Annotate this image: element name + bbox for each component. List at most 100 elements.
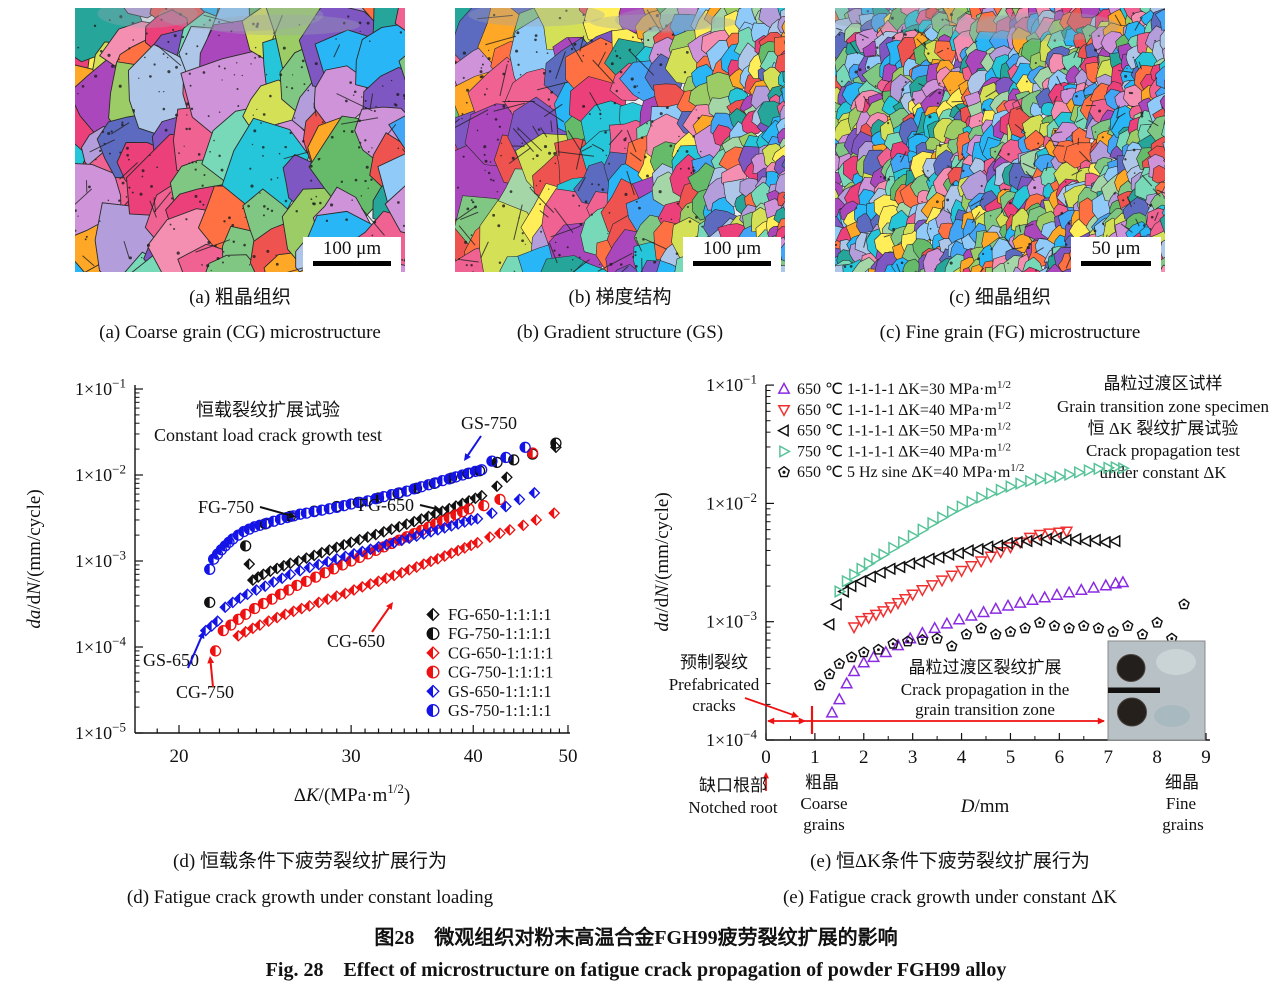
caption-d-en: (d) Fatigue crack growth under constant … (126, 887, 494, 908)
svg-text:1×10−4: 1×10−4 (706, 726, 757, 750)
caption-e-zh: (e) 恒ΔK条件下疲劳裂纹扩展行为 (810, 851, 1090, 872)
chart-d: 20 30 40 50 1×10−1 1×10−2 1×10−3 1×10−4 1×10−5 ΔK… (24, 375, 577, 806)
chart-d-xlabel: ΔK/(MPa·m1/2) (294, 781, 410, 806)
caption-d-zh: (d) 恒载条件下疲劳裂纹扩展行为 (173, 851, 447, 872)
scalebar-a: 100 μm (303, 237, 401, 272)
svg-text:CG-650-1:1:1:1: CG-650-1:1:1:1 (448, 643, 553, 662)
svg-text:5: 5 (1006, 747, 1016, 768)
chart-e: 0 1 2 3 4 5 6 7 8 9 1×10−1 1×10−2 1×10−3 1×10−4 D/mm da… (652, 372, 1269, 835)
svg-text:2: 2 (859, 747, 869, 768)
svg-text:1×10−1: 1×10−1 (75, 375, 126, 399)
scalebar-c-bar (1081, 261, 1151, 266)
svg-text:1×10−4: 1×10−4 (75, 633, 126, 657)
coarse-note-en2: grains (803, 815, 845, 834)
svg-text:40: 40 (464, 746, 483, 767)
chart-d-x-axis: 20 30 40 50 (156, 725, 577, 767)
chart-d-title-en: Constant load crack growth test (154, 425, 382, 445)
svg-text:da/dN/(mm/cycle): da/dN/(mm/cycle) (24, 489, 45, 628)
chart-e-title-line: 晶粒过渡区试样 (1104, 374, 1223, 393)
svg-text:GS-750-1:1:1:1: GS-750-1:1:1:1 (448, 701, 552, 720)
caption-e-en: (e) Fatigue crack growth under constant … (782, 887, 1118, 908)
coarse-note-zh: 粗晶 (805, 773, 839, 792)
chart-e-title-line: Crack propagation test (1086, 441, 1240, 460)
svg-text:1×10−1: 1×10−1 (706, 372, 757, 396)
figure-title-zh: 图28 微观组织对粉末高温合金FGH99疲劳裂纹扩展的影响 (374, 927, 898, 949)
micrograph-panel-a: 100 μm (75, 8, 405, 272)
caption-a-en: (a) Coarse grain (CG) microstructure (99, 322, 381, 343)
caption-b-zh: (b) 梯度结构 (568, 287, 672, 308)
series-CG-650-1111 (232, 507, 561, 642)
series-GS-650-1111 (199, 486, 541, 637)
caption-c-en: (c) Fine grain (FG) microstructure (879, 322, 1141, 343)
annotation-FG-750: FG-750 (198, 497, 254, 517)
specimen-photo-inset (1107, 640, 1206, 741)
fine-note-zh: 细晶 (1165, 773, 1199, 792)
svg-text:CG-750-1:1:1:1: CG-750-1:1:1:1 (448, 663, 553, 682)
precrack-note-en1: Prefabricated (669, 675, 760, 694)
caption-c-zh: (c) 细晶组织 (949, 287, 1051, 308)
annotation-CG-750: CG-750 (176, 682, 234, 702)
chart-e-title-line: under constant ΔK (1099, 463, 1227, 482)
svg-text:20: 20 (170, 746, 189, 767)
precrack-note-zh: 预制裂纹 (680, 653, 748, 672)
origin-note-en: Notched root (688, 798, 778, 817)
annotation-FG-650: FG-650 (358, 495, 414, 515)
annotation-GS-750: GS-750 (461, 413, 517, 433)
svg-text:8: 8 (1152, 747, 1162, 768)
svg-text:650 ℃ 1-1-1-1 ΔK=50 MPa·m1/2: 650 ℃ 1-1-1-1 ΔK=50 MPa·m1/2 (797, 421, 1011, 440)
annotation-CG-650: CG-650 (327, 631, 385, 651)
series-750C1-1-1-1dK40 (834, 460, 1130, 598)
series-650C1-1-1-1dK50 (822, 531, 1121, 631)
series-650C1-1-1-1dK40 (847, 526, 1074, 635)
scalebar-c-label: 50 μm (1091, 238, 1141, 259)
origin-note-zh: 缺口根部 (699, 776, 767, 795)
micrograph-panel-c: 50 μm (835, 8, 1165, 272)
figure-title-en: Fig. 28 Effect of microstructure on fati… (265, 959, 1007, 981)
svg-text:1×10−2: 1×10−2 (75, 461, 126, 485)
svg-text:750 ℃ 1-1-1-1 ΔK=40 MPa·m1/2: 750 ℃ 1-1-1-1 ΔK=40 MPa·m1/2 (797, 441, 1011, 460)
chart-d-y-axis: 1×10−1 1×10−2 1×10−3 1×10−4 1×10−5 (75, 375, 143, 743)
scalebar-b: 100 μm (683, 237, 781, 272)
svg-text:9: 9 (1201, 747, 1211, 768)
fine-note-en2: grains (1162, 815, 1204, 834)
svg-text:650 ℃ 1-1-1-1 ΔK=40 MPa·m1/2: 650 ℃ 1-1-1-1 ΔK=40 MPa·m1/2 (797, 400, 1011, 419)
svg-text:GS-650-1:1:1:1: GS-650-1:1:1:1 (448, 682, 552, 701)
chart-e-title-line: Grain transition zone specimen (1057, 397, 1269, 416)
fine-note-en1: Fine (1166, 794, 1196, 813)
chart-e-title-line: 恒 ΔK 裂纹扩展试验 (1088, 419, 1239, 438)
svg-text:1×10−3: 1×10−3 (706, 608, 757, 632)
caption-a-zh: (a) 粗晶组织 (189, 287, 291, 308)
ebsd-map-coarse-grain (75, 8, 405, 272)
svg-text:50: 50 (558, 746, 577, 767)
svg-text:1×10−5: 1×10−5 (75, 719, 126, 743)
svg-text:7: 7 (1103, 747, 1113, 768)
svg-text:0: 0 (761, 747, 771, 768)
series-FG-650-1111 (243, 441, 562, 586)
svg-text:650 ℃ 5 Hz sine ΔK=40 MPa·m1/2: 650 ℃ 5 Hz sine ΔK=40 MPa·m1/2 (797, 462, 1024, 481)
svg-text:4: 4 (957, 747, 967, 768)
scalebar-a-bar (313, 261, 391, 266)
chart-d-axes (134, 385, 570, 734)
svg-text:1×10−3: 1×10−3 (75, 547, 126, 571)
chart-d-legend: FG-650-1:1:1:1FG-750-1:1:1:1CG-650-1:1:1… (426, 605, 553, 720)
micrograph-panel-b: 100 μm (455, 8, 785, 272)
chart-e-x-axis: 0 1 2 3 4 5 6 7 8 9 (761, 733, 1211, 768)
caption-b-en: (b) Gradient structure (GS) (516, 322, 724, 343)
chart-e-legend: 650 ℃ 1-1-1-1 ΔK=30 MPa·m1/2 650 ℃ 1-1-1-… (776, 379, 1024, 481)
series-650C5HzsinedK40 (813, 598, 1190, 691)
chart-e-xlabel: D/mm (960, 796, 1010, 817)
precrack-note-en2: cracks (692, 696, 735, 715)
zone-note-en1: Crack propagation in the (901, 680, 1070, 699)
annotation-GS-650: GS-650 (143, 650, 199, 670)
zone-note-en2: grain transition zone (915, 700, 1055, 719)
coarse-note-en1: Coarse (800, 794, 847, 813)
ebsd-map-gradient-structure (455, 8, 785, 272)
series-GS-750-1111 (204, 441, 531, 575)
series-650C1-1-1-1dK30 (825, 575, 1130, 718)
svg-text:1×10−2: 1×10−2 (706, 490, 757, 514)
scalebar-b-label: 100 μm (702, 238, 762, 259)
svg-text:1: 1 (810, 747, 820, 768)
svg-text:6: 6 (1055, 747, 1065, 768)
